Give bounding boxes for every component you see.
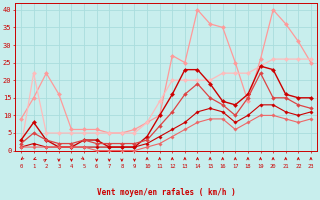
X-axis label: Vent moyen/en rafales ( km/h ): Vent moyen/en rafales ( km/h ) <box>97 188 236 197</box>
